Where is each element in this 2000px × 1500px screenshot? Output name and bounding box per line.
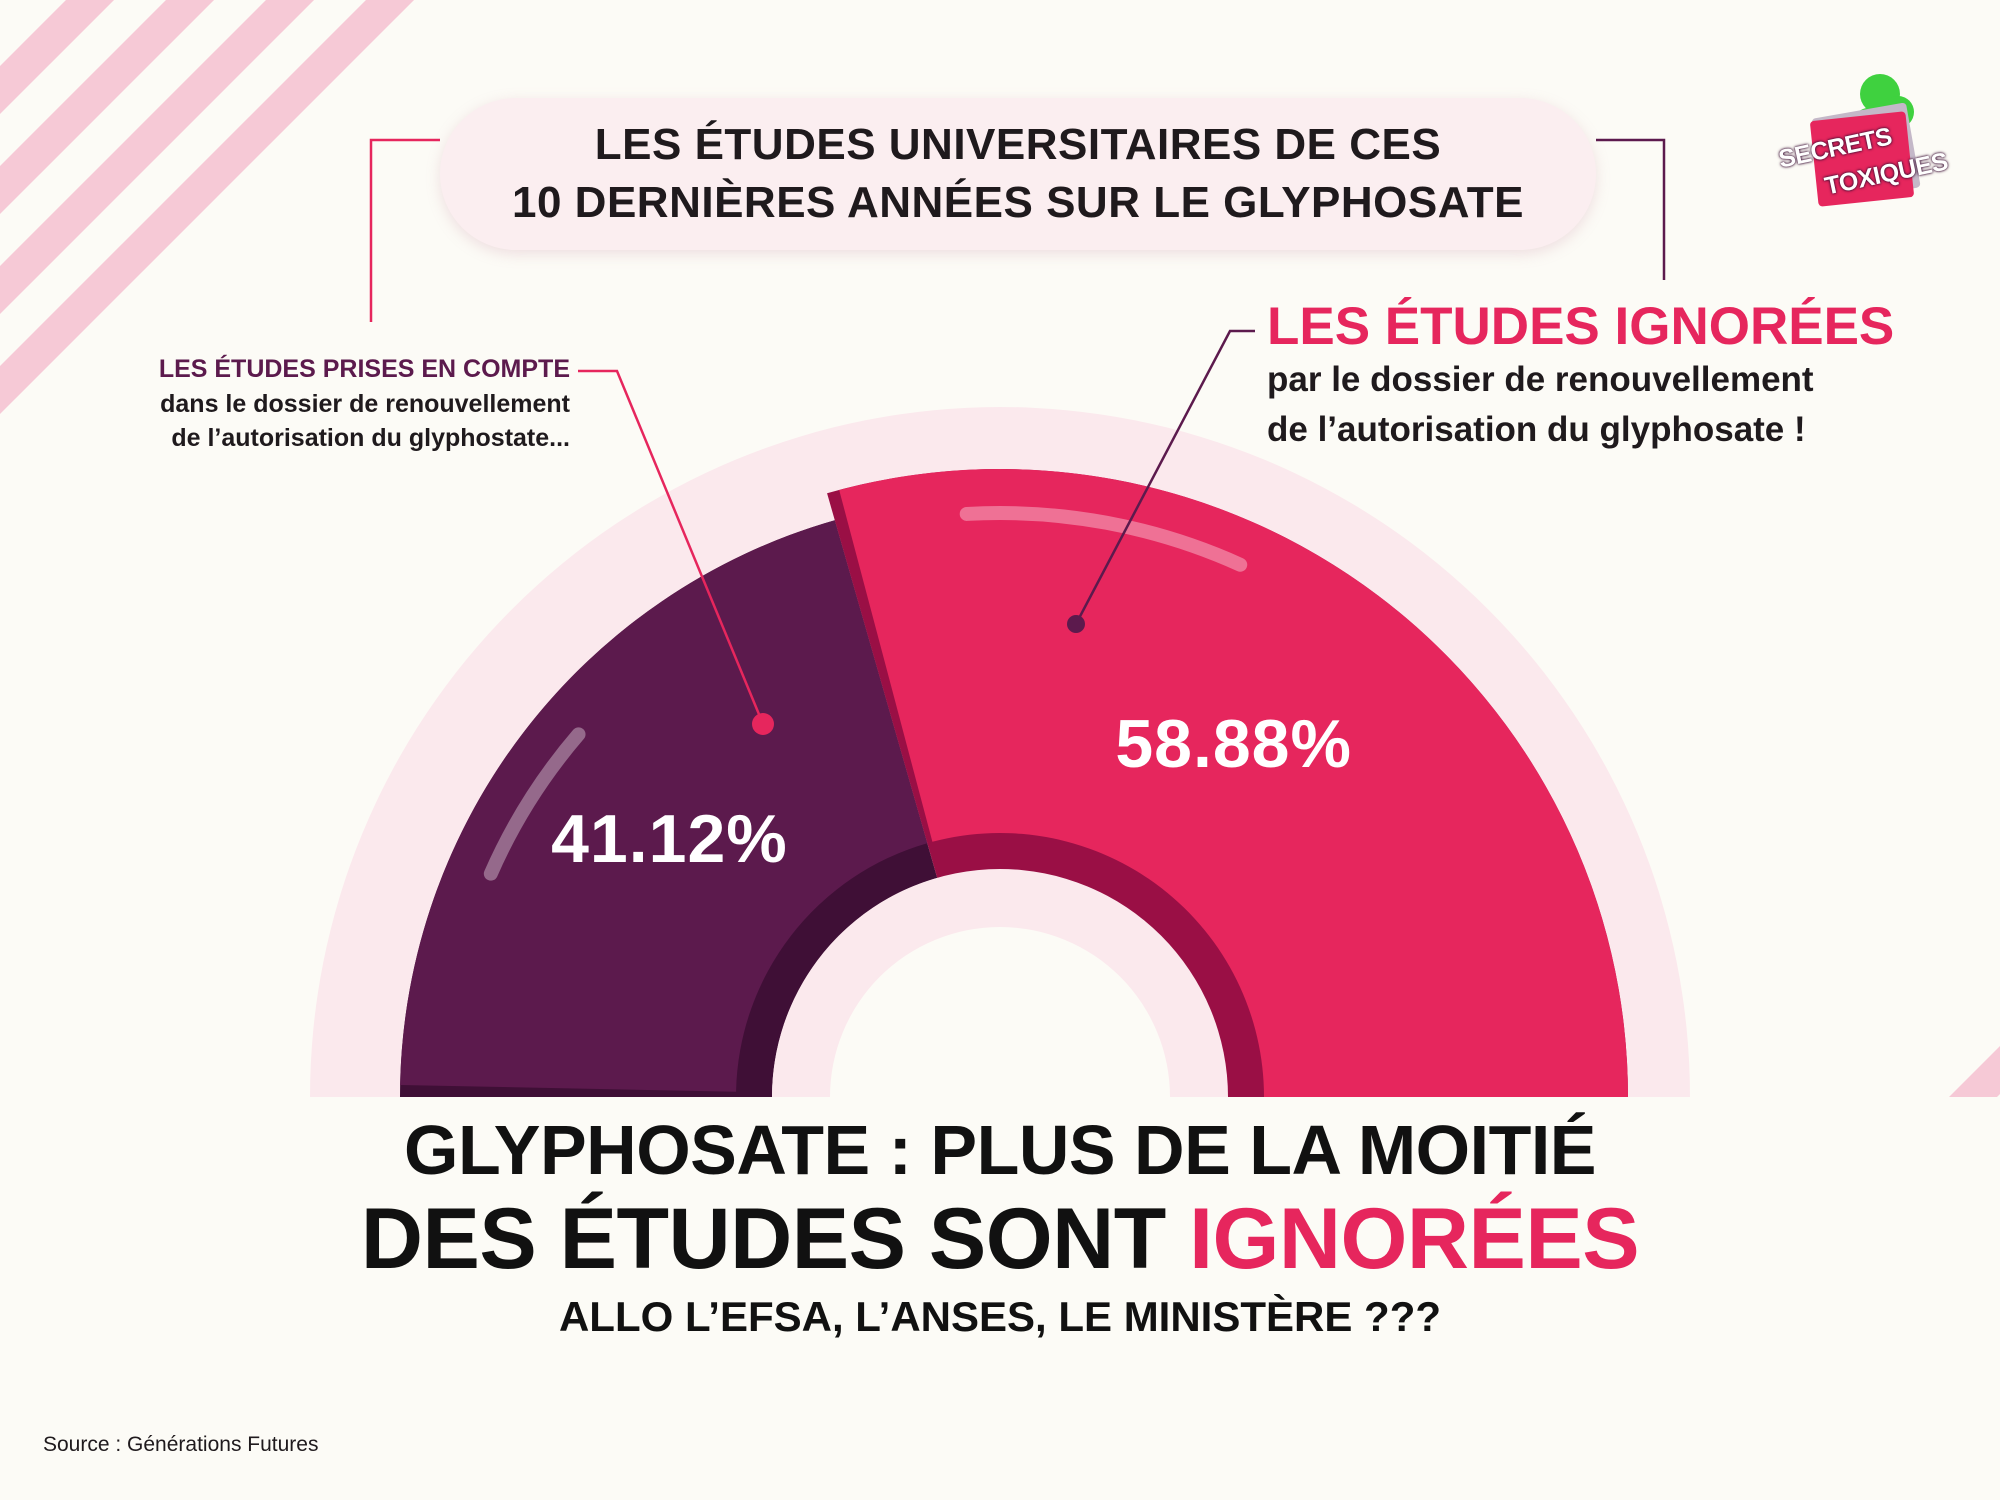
connector-right [1596,138,1666,280]
leader-dot-left [752,713,774,735]
logo-paper-front [1810,111,1914,207]
stripe [0,0,315,315]
chart-baseline-cover [0,1097,2000,1500]
headline-line-2-accent: IGNORÉES [1189,1191,1640,1287]
logo-graphic [1810,74,1921,207]
headline-line-2: DES ÉTUDES SONT IGNORÉES [0,1190,2000,1289]
header-title-line-1: LES ÉTUDES UNIVERSITAIRES DE CES [594,120,1442,169]
stripe [0,0,415,415]
value-label-0: 41.12% [551,801,788,877]
half-donut-chart: 41.12% 58.88% [0,407,2000,1500]
right-label-title: LES ÉTUDES IGNORÉES [1267,297,1895,356]
stripe [0,0,115,115]
secrets-toxiques-logo: SECRETS TOXIQUES [1776,64,1950,224]
leader-dot-right [1067,615,1085,633]
slice-0 [400,520,928,1092]
headline-line-2-start: DES ÉTUDES SONT [360,1191,1190,1287]
source-note: Source : Générations Futures [43,1433,319,1456]
right-label-line-2: de l’autorisation du glyphosate ! [1267,410,1806,449]
headline-line-1: GLYPHOSATE : PLUS DE LA MOITIÉ [404,1111,1596,1189]
header-title-box: LES ÉTUDES UNIVERSITAIRES DE CES 10 DERN… [440,98,1596,250]
connector-left [369,138,440,322]
stripe [0,0,215,215]
header-title-line-2: 10 DERNIÈRES ANNÉES SUR LE GLYPHOSATE [512,178,1524,227]
value-label-1: 58.88% [1115,706,1352,782]
slice-highlight-0 [483,727,586,881]
left-label-line-1: dans le dossier de renouvellement [160,390,570,418]
slice-highlight-1 [959,506,1248,572]
right-label-line-1: par le dossier de renouvellement [1267,360,1814,399]
headline-subtitle: ALLO L’EFSA, L’ANSES, LE MINISTÈRE ??? [558,1293,1442,1340]
slice-1 [839,469,1628,1097]
leader-line-left [578,369,765,725]
stripes-top-left [0,0,415,415]
leader-line-right [1074,329,1255,625]
left-label-line-2: de l’autorisation du glyphostate... [171,424,570,452]
donut-center [830,927,1170,1097]
left-label-title: LES ÉTUDES PRISES EN COMPTE [158,355,570,383]
